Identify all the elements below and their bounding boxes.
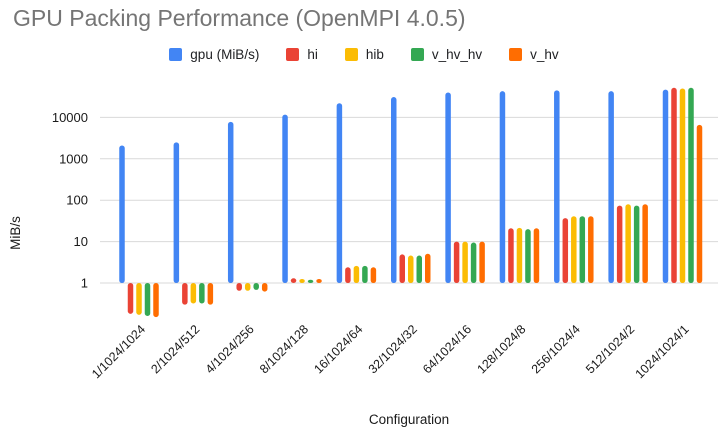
- bar-gpu (MiB/s): [336, 103, 343, 284]
- bar-hi: [345, 267, 351, 283]
- legend-label: v_hv_hv: [431, 47, 483, 62]
- legend-label: gpu (MiB/s): [190, 47, 260, 62]
- x-tick-label: 1024/1024/1: [633, 322, 692, 381]
- x-tick-label: 512/1024/2: [583, 322, 637, 376]
- bar-v_hv: [696, 124, 703, 283]
- x-tick-label: 64/1024/16: [420, 322, 474, 376]
- legend-item-hib: hib: [344, 47, 384, 62]
- bar-gpu (MiB/s): [282, 114, 288, 283]
- legend-swatch-icon: [344, 48, 358, 61]
- bar-v_hv: [261, 283, 268, 292]
- bar-gpu (MiB/s): [499, 91, 506, 283]
- x-tick-label: 1/1024/1024: [89, 322, 148, 381]
- bar-v_hv: [533, 228, 540, 283]
- bar-v_hv_hv: [199, 283, 205, 304]
- bar-v_hv: [425, 253, 431, 283]
- bar-hi: [562, 218, 569, 283]
- bar-hib: [625, 204, 631, 283]
- bar-v_hv: [207, 283, 214, 305]
- bar-v_hv_hv: [633, 205, 640, 283]
- bar-hib: [244, 283, 251, 291]
- x-tick-label: 2/1024/512: [148, 322, 202, 376]
- chart-legend: gpu (MiB/s) hi hib v_hv_hv v_hv: [0, 47, 728, 62]
- bar-gpu (MiB/s): [608, 91, 614, 283]
- bar-gpu (MiB/s): [391, 97, 397, 284]
- legend-label: hi: [307, 47, 318, 62]
- bar-hib: [516, 227, 523, 283]
- legend-item-gpu-mib-s-: gpu (MiB/s): [169, 47, 259, 62]
- bar-hib: [136, 283, 142, 315]
- bar-hi: [671, 87, 677, 283]
- bar-hi: [616, 205, 623, 283]
- bar-gpu (MiB/s): [227, 121, 234, 284]
- bar-v_hv_hv: [144, 283, 151, 316]
- bar-v_hv: [370, 267, 377, 283]
- bar-hib: [299, 278, 305, 283]
- legend-item-hi: hi: [286, 47, 318, 62]
- bar-hib: [679, 88, 686, 283]
- y-axis-title: MiB/s: [8, 216, 23, 250]
- bar-v_hv_hv: [688, 87, 694, 283]
- legend-swatch-icon: [286, 48, 300, 61]
- x-tick-label: 32/1024/32: [366, 322, 420, 376]
- bar-gpu (MiB/s): [445, 92, 451, 283]
- bar-hi: [399, 254, 405, 283]
- x-tick-label: 256/1024/4: [529, 322, 583, 376]
- bar-hi: [236, 283, 242, 291]
- y-tick-label: 10: [74, 234, 88, 249]
- bar-v_hv: [316, 278, 322, 283]
- bar-hib: [408, 255, 414, 283]
- x-tick-label: 8/1024/128: [257, 322, 311, 376]
- x-axis-title: Configuration: [369, 412, 449, 427]
- legend-item-v-hv-hv: v_hv_hv: [410, 47, 483, 62]
- chart-title: GPU Packing Performance (OpenMPI 4.0.5): [13, 5, 466, 31]
- bar-v_hv: [588, 216, 594, 283]
- legend-item-v-hv: v_hv: [509, 47, 559, 62]
- bar-v_hv: [479, 241, 485, 283]
- bar-gpu (MiB/s): [173, 142, 180, 283]
- bar-v_hv_hv: [470, 242, 477, 283]
- legend-swatch-icon: [410, 48, 424, 61]
- bar-hib: [190, 283, 197, 304]
- bar-hib: [571, 216, 577, 283]
- bar-v_hv_hv: [579, 216, 586, 283]
- x-tick-label: 4/1024/256: [203, 322, 257, 376]
- bar-hi: [508, 228, 514, 283]
- bar-gpu (MiB/s): [554, 90, 560, 284]
- bar-v_hv_hv: [362, 265, 368, 283]
- bar-hi: [127, 283, 134, 314]
- bar-v_hv_hv: [416, 255, 422, 283]
- bar-hib: [462, 241, 468, 283]
- bar-hi: [182, 283, 188, 305]
- y-tick-label: 1: [81, 276, 88, 291]
- bar-v_hv: [642, 204, 648, 283]
- bar-v_hv: [153, 283, 159, 318]
- bar-hi: [290, 278, 297, 283]
- bar-v_hv_hv: [253, 283, 259, 290]
- bar-gpu (MiB/s): [662, 89, 669, 283]
- y-tick-label: 10000: [52, 110, 88, 125]
- legend-swatch-icon: [509, 48, 523, 61]
- bar-hib: [353, 265, 360, 283]
- y-tick-label: 100: [66, 193, 88, 208]
- legend-label: hib: [365, 47, 384, 62]
- legend-swatch-icon: [169, 48, 183, 61]
- legend-label: v_hv: [530, 47, 559, 62]
- bar-v_hv_hv: [525, 229, 531, 283]
- x-tick-label: 128/1024/8: [474, 322, 528, 376]
- bar-v_hv_hv: [307, 279, 314, 283]
- y-tick-label: 1000: [59, 151, 88, 166]
- bar-gpu (MiB/s): [119, 145, 125, 283]
- x-tick-label: 16/1024/64: [311, 322, 365, 376]
- bar-hi: [453, 241, 460, 283]
